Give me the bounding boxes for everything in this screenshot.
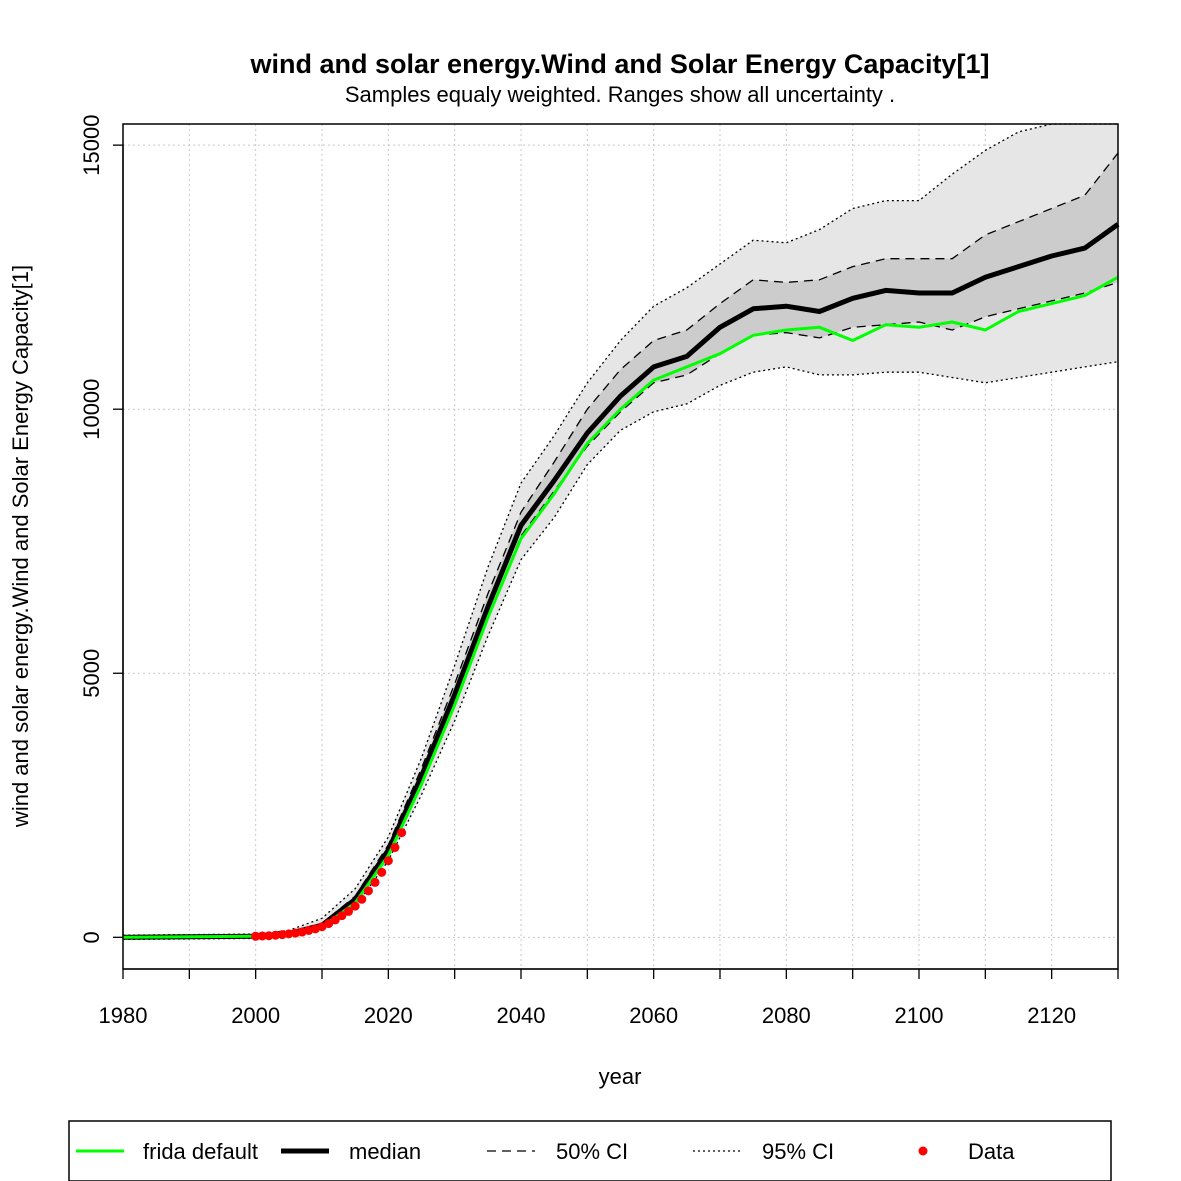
- legend-label: frida default: [143, 1139, 258, 1164]
- series-line-95-ci-upper: [122, 123, 1118, 936]
- series-line-median: [122, 222, 1120, 940]
- data-point: [383, 856, 393, 866]
- data-point: [271, 930, 281, 940]
- data-point: [324, 919, 334, 929]
- series-line-95-ci-lower: [122, 361, 1119, 941]
- legend-label: 50% CI: [556, 1139, 628, 1164]
- y-axis-label: wind and solar energy.Wind and Solar Ene…: [8, 265, 33, 828]
- data-point: [363, 886, 373, 896]
- series-line-frida-default: [122, 275, 1119, 939]
- ci-bands: [123, 124, 1118, 940]
- data-point: [350, 901, 360, 911]
- y-tick-label: 15000: [79, 115, 104, 176]
- x-tick-label: 2060: [629, 1003, 678, 1028]
- legend-swatch-data: [918, 1146, 928, 1156]
- data-point: [377, 867, 387, 877]
- legend-item-data: Data: [918, 1139, 1015, 1164]
- legend-label: median: [349, 1139, 421, 1164]
- x-tick-label: 2120: [1027, 1003, 1076, 1028]
- legend-item-50-ci: 50% CI: [487, 1139, 628, 1164]
- x-tick-label: 2100: [895, 1003, 944, 1028]
- legend-label: 95% CI: [762, 1139, 834, 1164]
- x-tick-label: 2040: [497, 1003, 546, 1028]
- data-point: [337, 911, 347, 921]
- data-point: [290, 928, 300, 938]
- data-point: [251, 931, 261, 941]
- y-axis: 0 5000 10000 15000: [79, 115, 124, 943]
- y-tick-label: 5000: [79, 649, 104, 698]
- y-tick-label: 0: [79, 931, 104, 943]
- chart-title: wind and solar energy.Wind and Solar Ene…: [250, 49, 990, 79]
- legend-label: Data: [968, 1139, 1015, 1164]
- data-point: [357, 894, 367, 904]
- data-point: [397, 828, 407, 838]
- data-point: [390, 843, 400, 853]
- legend-item-median: median: [281, 1139, 421, 1164]
- y-tick-label: 10000: [79, 379, 104, 440]
- data-points: [251, 828, 407, 941]
- data-point: [257, 931, 267, 941]
- legend-item-95-ci: 95% CI: [693, 1139, 834, 1164]
- x-tick-label: 1980: [99, 1003, 148, 1028]
- data-point: [277, 930, 287, 940]
- data-point: [370, 877, 380, 887]
- ci95-band: [123, 124, 1118, 940]
- x-tick-label: 2020: [364, 1003, 413, 1028]
- x-tick-label: 2080: [762, 1003, 811, 1028]
- legend: frida default median 50% CI 95% CI Data: [68, 1120, 1112, 1181]
- x-axis-label: year: [599, 1064, 642, 1089]
- data-point: [330, 915, 340, 925]
- ci50-band: [123, 153, 1118, 938]
- chart-subtitle: Samples equaly weighted. Ranges show all…: [345, 82, 895, 107]
- data-point: [264, 931, 274, 941]
- series-lines: [122, 123, 1120, 941]
- legend-item-frida-default: frida default: [76, 1139, 258, 1164]
- x-tick-label: 2000: [231, 1003, 280, 1028]
- legend-box: [68, 1120, 1112, 1181]
- x-axis: 1980 2000 2020 2040 2060 2080 2100 2120: [99, 968, 1119, 1028]
- data-point: [284, 929, 294, 939]
- data-point: [344, 906, 354, 916]
